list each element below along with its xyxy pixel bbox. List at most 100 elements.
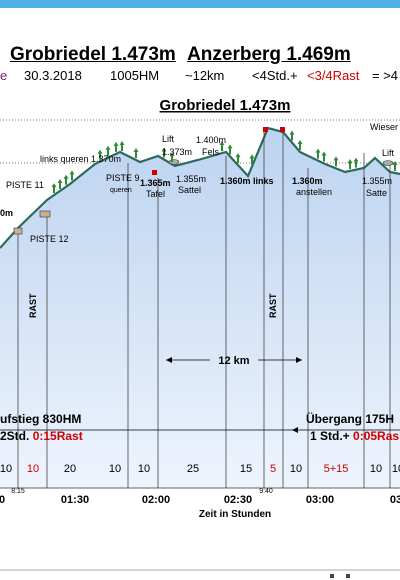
- elevation-area: [0, 128, 400, 488]
- leg-duration: 1 Std.+: [310, 429, 350, 443]
- tree-icon: [235, 153, 241, 164]
- segment-label: 10: [0, 463, 12, 475]
- page-title: Grobriedel 1.473m Anzerberg 1.469m: [10, 44, 351, 66]
- distance-label: 12 km: [218, 355, 249, 367]
- tree-icon: [289, 130, 295, 141]
- tree-icon: [169, 152, 175, 163]
- x-tick-label: 02:00: [142, 494, 170, 506]
- segment-label: 10: [392, 463, 400, 475]
- segment-label: 10: [109, 463, 121, 475]
- leg-name: Übergang 175H: [306, 411, 394, 426]
- annotation: 1.355m: [362, 176, 392, 186]
- segment-label: 10: [27, 463, 39, 475]
- tree-icon: [133, 148, 139, 158]
- x-tick-labels: 0 01:30 02:00 02:30 03:00 03: [0, 494, 400, 506]
- leg-time: 1 Std.+ 0:05Ras: [310, 429, 399, 443]
- annotation: PISTE 11: [6, 180, 44, 190]
- x-tick-label: 0: [0, 494, 5, 506]
- summit-marker: [263, 127, 268, 132]
- x-small-tick: 8:15: [11, 488, 25, 495]
- annotation: Satte: [366, 188, 387, 198]
- annotation: Lift: [162, 134, 175, 144]
- tree-icon: [347, 158, 353, 169]
- tree-icon: [97, 149, 103, 160]
- x-tick-label: 02:30: [224, 494, 252, 506]
- info-prefix: e: [0, 68, 8, 83]
- tree-icon: [219, 141, 225, 152]
- segment-label: 5+15: [324, 463, 349, 475]
- tree-icon: [57, 178, 63, 189]
- annotation: 1.400m: [196, 135, 226, 145]
- tree-markers: [51, 130, 398, 194]
- tree-icon: [333, 156, 339, 167]
- lift-icon: [382, 160, 394, 166]
- annotation: 1.360m links: [220, 176, 274, 186]
- annotation: anstellen: [296, 187, 332, 197]
- arrow-head-left: [166, 357, 172, 363]
- rest-hut-icon: [39, 210, 51, 218]
- segment-label: 5: [270, 463, 276, 475]
- tree-icon: [113, 141, 119, 152]
- rest-label: RAST: [28, 293, 38, 318]
- x-tick-label: 03: [390, 494, 400, 506]
- annotation: queren: [110, 187, 132, 194]
- info-suffix: = >4: [372, 68, 399, 83]
- lift-icon: [168, 159, 180, 165]
- frame-handle: [330, 574, 334, 578]
- info-date: 30.3.2018: [24, 68, 82, 83]
- segment-label: 15: [240, 463, 252, 475]
- x-small-tick: 9:40: [259, 488, 273, 495]
- segment-labels: 10 10 20 10 10 25 15 5 10 5+15 10 10: [0, 463, 400, 475]
- annotation: Wieser: [370, 122, 398, 132]
- annotation: 0m: [0, 208, 13, 218]
- frame-handle: [346, 574, 350, 578]
- rest-hut-icon: [13, 227, 23, 235]
- tree-icon: [119, 141, 125, 151]
- annotation: Sattel: [178, 185, 201, 195]
- summit-marker: [152, 170, 157, 175]
- segment-label: 25: [187, 463, 199, 475]
- leg-duration: 2Std.: [0, 429, 29, 443]
- arrow-head-left: [292, 427, 298, 433]
- title-grobriedel: Grobriedel 1.473m: [10, 44, 176, 65]
- tree-icon: [105, 145, 111, 156]
- annotation: Lift: [382, 148, 395, 158]
- annotation: PISTE 9: [106, 173, 140, 183]
- tree-icon: [63, 174, 69, 185]
- tree-icon: [315, 148, 321, 159]
- annotation: Tafel: [146, 189, 165, 199]
- annotation: 1.365m: [140, 178, 171, 188]
- arrow-head-right: [296, 357, 302, 363]
- segment-label: 20: [64, 463, 76, 475]
- tree-icon: [51, 183, 57, 194]
- annotation: 1.360m: [292, 176, 323, 186]
- annotation: 1.373m: [162, 147, 192, 157]
- annotation: 1.355m: [176, 174, 206, 184]
- tree-icon: [249, 154, 255, 165]
- tree-icon: [69, 170, 75, 181]
- info-rest: <3/4Rast: [307, 68, 360, 83]
- segment-label: 10: [370, 463, 382, 475]
- leg-rest: 0:15Rast: [33, 429, 83, 443]
- summit-marker: [280, 127, 285, 132]
- annotation: Fels: [202, 147, 220, 157]
- leg-rest: 0:05Ras: [353, 429, 399, 443]
- tree-icon: [161, 147, 167, 158]
- info-time: <4Std.+: [252, 68, 298, 83]
- tree-icon: [227, 144, 233, 155]
- tree-icon: [353, 157, 359, 168]
- x-tick-label: 03:00: [306, 494, 334, 506]
- info-distance: ~12km: [185, 68, 225, 83]
- elevation-line: [0, 126, 400, 249]
- distance-arrow: 12 km: [166, 355, 302, 367]
- tree-icon: [321, 151, 327, 162]
- tree-icon: [392, 161, 398, 171]
- tree-icon: [297, 140, 303, 150]
- legs: ufstieg 830HM 2Std. 0:15Rast Übergang 17…: [0, 411, 399, 443]
- annotation: PISTE 12: [30, 234, 69, 244]
- title-anzerberg: Anzerberg 1.469m: [187, 44, 351, 65]
- segment-label: 10: [138, 463, 150, 475]
- annotations: links queren 1.370m PISTE 11 PISTE 12 PI…: [0, 122, 398, 318]
- header-bar: [0, 0, 400, 8]
